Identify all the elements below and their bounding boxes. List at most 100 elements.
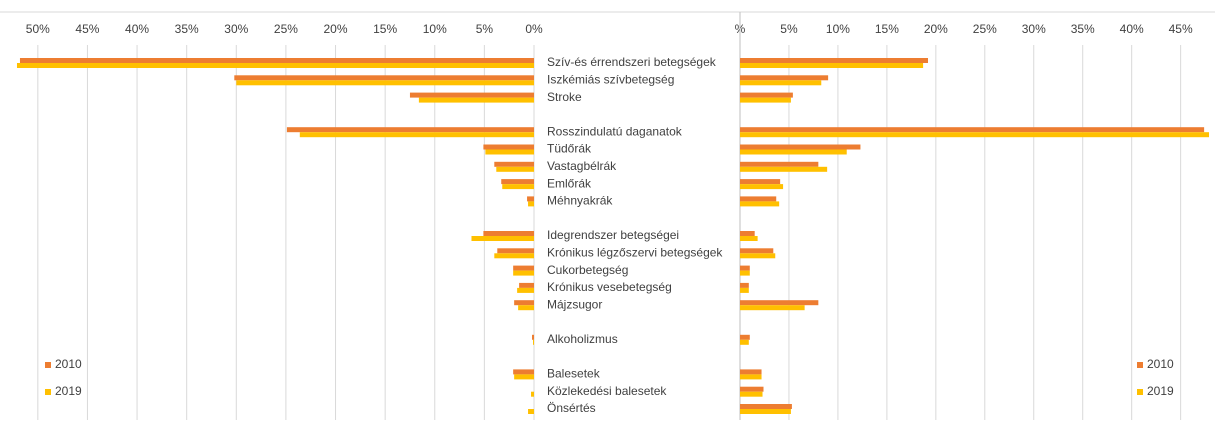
bar — [286, 127, 534, 133]
x-tick-label: 20% — [924, 22, 948, 36]
bar — [740, 236, 758, 241]
category-label: Vastagbélrák — [547, 159, 617, 173]
x-tick-label: 25% — [973, 22, 997, 36]
bar — [496, 166, 534, 172]
bar — [740, 231, 755, 236]
bar — [483, 231, 534, 236]
bar — [494, 253, 534, 259]
bar — [740, 80, 822, 86]
bar — [740, 149, 847, 155]
category-label: Méhnyakrák — [547, 194, 613, 208]
bar — [531, 391, 534, 397]
x-tick-label: 40% — [1120, 22, 1144, 36]
bar — [740, 166, 828, 172]
category-label: Emlőrák — [547, 176, 592, 190]
bar — [236, 80, 535, 86]
category-label: Tüdőrák — [547, 142, 592, 156]
legend-label: 2010 — [55, 357, 82, 371]
bar — [740, 374, 762, 380]
bar — [513, 265, 534, 271]
legend-label: 2010 — [1147, 357, 1174, 371]
bar — [740, 58, 928, 63]
category-label: Közlekedési balesetek — [547, 384, 667, 398]
category-label: Krónikus légzőszervi betegségek — [547, 245, 723, 259]
legend-label: 2019 — [55, 384, 82, 398]
bar — [740, 75, 829, 81]
bar — [234, 75, 534, 81]
category-label: Cukorbetegség — [547, 263, 628, 277]
bar — [528, 201, 534, 207]
bar — [740, 161, 819, 167]
bar — [740, 97, 791, 103]
legend-label: 2019 — [1147, 384, 1174, 398]
bar — [740, 334, 750, 340]
category-label: Balesetek — [547, 367, 601, 381]
bar — [740, 339, 749, 345]
bar — [740, 196, 777, 202]
bar — [518, 305, 534, 311]
bar — [740, 265, 750, 271]
category-label: Alkoholizmus — [547, 332, 618, 346]
bar — [517, 287, 534, 293]
bar — [19, 58, 535, 63]
bar — [533, 339, 534, 345]
bar — [740, 184, 784, 190]
bar — [740, 144, 861, 150]
x-tick-label: 45% — [75, 22, 99, 36]
x-tick-label: 45% — [1169, 22, 1193, 36]
bar — [513, 270, 534, 276]
bar — [740, 63, 924, 68]
bar — [740, 369, 762, 375]
bar — [494, 161, 534, 167]
bar — [299, 132, 534, 138]
bar — [528, 409, 534, 414]
bar — [514, 300, 534, 306]
bar — [740, 127, 1205, 133]
category-label: Stroke — [547, 90, 582, 104]
bar — [740, 92, 793, 98]
bar — [514, 374, 534, 380]
x-tick-label: 5% — [476, 22, 494, 36]
bar — [519, 282, 534, 288]
x-tick-label: 35% — [1071, 22, 1095, 36]
bar — [502, 184, 534, 190]
x-tick-label: 20% — [324, 22, 348, 36]
bar — [740, 391, 763, 397]
bar — [740, 409, 791, 414]
category-label: Idegrendszer betegségei — [547, 228, 679, 242]
legend-swatch — [1137, 389, 1143, 395]
legend-swatch — [45, 362, 51, 368]
x-tick-label: 15% — [875, 22, 899, 36]
bar — [418, 97, 534, 103]
legend-swatch — [1137, 362, 1143, 368]
bar — [513, 369, 534, 375]
bar — [740, 287, 749, 293]
bar — [527, 196, 534, 202]
x-tick-label: 50% — [26, 22, 50, 36]
legend-swatch — [45, 389, 51, 395]
bar — [501, 179, 534, 185]
x-tick-label: 30% — [224, 22, 248, 36]
bar — [532, 334, 534, 340]
category-label: Szív-és érrendszeri betegségek — [547, 55, 717, 69]
x-tick-label: 30% — [1022, 22, 1046, 36]
category-label: Önsértés — [547, 401, 596, 415]
x-tick-label: 25% — [274, 22, 298, 36]
bar — [483, 144, 534, 150]
bar — [740, 248, 774, 254]
x-tick-label: 10% — [826, 22, 850, 36]
bar — [471, 236, 534, 241]
category-label: Krónikus vesebetegség — [547, 280, 672, 294]
x-tick-label: 35% — [175, 22, 199, 36]
bar — [740, 132, 1210, 138]
bar — [497, 248, 534, 254]
bar — [740, 386, 764, 392]
bar — [740, 179, 781, 185]
bar — [740, 305, 805, 311]
bar — [409, 92, 534, 98]
x-tick-label: 0% — [525, 22, 543, 36]
category-label: Iszkémiás szívbetegség — [547, 72, 674, 86]
x-tick-label: 10% — [423, 22, 447, 36]
bar — [740, 282, 749, 288]
